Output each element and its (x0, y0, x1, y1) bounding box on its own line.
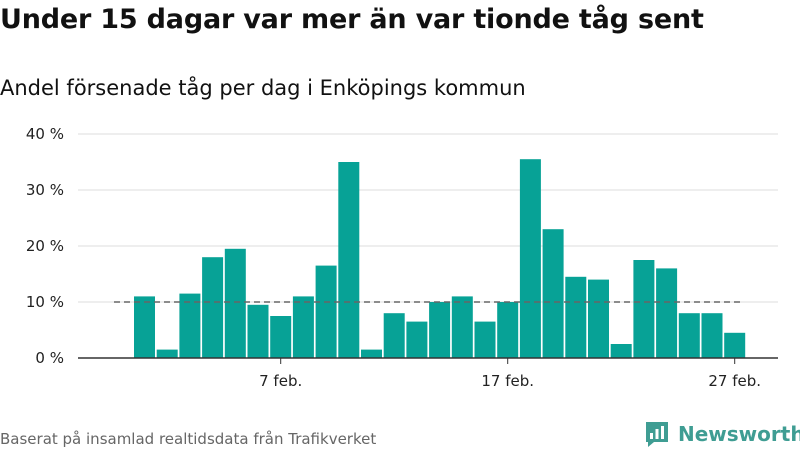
bar (451, 296, 473, 358)
bar (315, 265, 337, 358)
bar (338, 162, 360, 358)
bar (678, 313, 700, 358)
bar (383, 313, 405, 358)
x-tick-label: 17 feb. (481, 372, 534, 390)
newsworthy-logo: Newsworthy (644, 420, 800, 448)
bar (610, 344, 632, 358)
bar (292, 296, 314, 358)
bar (179, 293, 201, 358)
bar (724, 332, 746, 358)
bar (247, 304, 269, 358)
bar (156, 349, 178, 358)
bar (224, 248, 246, 358)
bar (542, 229, 564, 358)
bar (656, 268, 678, 358)
y-tick-label: 20 % (26, 237, 64, 255)
bar (497, 302, 519, 358)
y-tick-label: 30 % (26, 181, 64, 199)
newsworthy-logo-icon (646, 422, 668, 447)
bar (270, 316, 292, 358)
bar (588, 279, 609, 358)
chart-subtitle: Andel försenade tåg per dag i Enköpings … (0, 76, 526, 100)
x-tick-label: 27 feb. (708, 372, 761, 390)
bar (202, 257, 224, 358)
bar (565, 276, 587, 358)
bar (406, 321, 428, 358)
y-tick-label: 10 % (26, 293, 64, 311)
bar (429, 302, 451, 358)
y-tick-label: 40 % (26, 125, 64, 143)
bar (701, 313, 723, 358)
y-tick-label: 0 % (35, 349, 64, 367)
bar (361, 349, 382, 358)
source-note: Baserat på insamlad realtidsdata från Tr… (0, 430, 377, 448)
bar (474, 321, 496, 358)
chart-title: Under 15 dagar var mer än var tionde tåg… (0, 4, 704, 35)
x-tick-label: 7 feb. (259, 372, 302, 390)
newsworthy-logo-text: Newsworthy (678, 422, 800, 446)
bar (633, 260, 655, 358)
bar-chart: 0 % 10 % 20 % 30 % 40 % 7 feb. 17 feb. 27 feb. (26, 125, 778, 390)
bar (519, 159, 541, 358)
bar (134, 296, 155, 358)
